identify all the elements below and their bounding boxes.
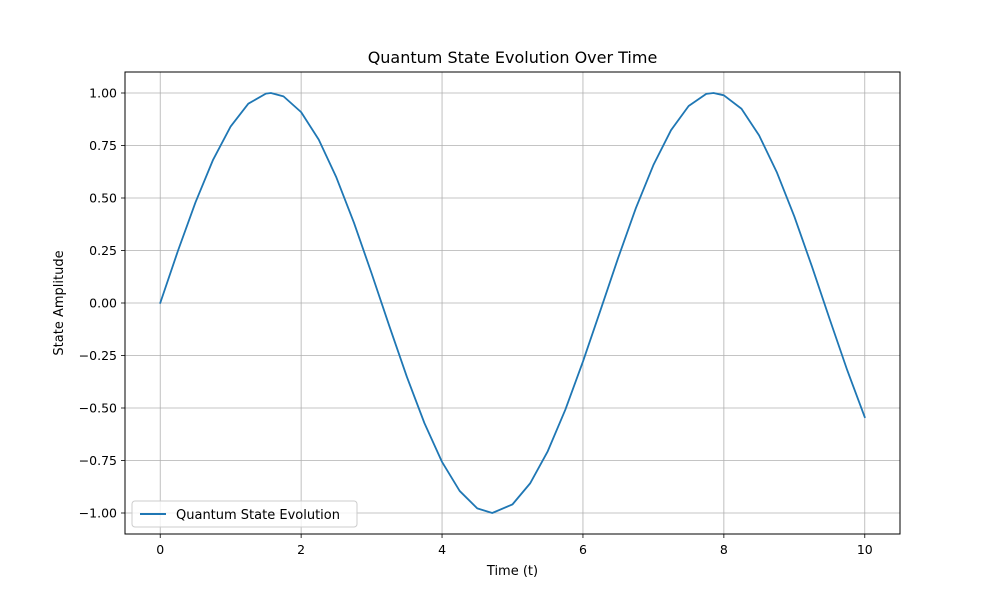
series-line — [159, 92, 866, 514]
legend-box — [131, 500, 358, 528]
x-axis-label: Time (t) — [486, 564, 538, 579]
y-tick-label: 1.00 — [89, 86, 117, 101]
x-tick-label: 8 — [720, 542, 728, 557]
x-tick-label: 0 — [156, 542, 164, 557]
y-tick-label: −0.25 — [79, 348, 117, 363]
y-tick-label: −0.50 — [79, 401, 117, 416]
x-tick-label: 4 — [438, 542, 446, 557]
x-tick-label: 6 — [579, 542, 587, 557]
y-tick-label: 0.50 — [89, 191, 117, 206]
series-layer — [159, 92, 866, 514]
y-tick-label: 0.00 — [89, 296, 117, 311]
y-tick-label: 0.75 — [89, 138, 117, 153]
y-tick-label: 0.25 — [89, 243, 117, 258]
y-tick-label: −1.00 — [79, 506, 117, 521]
x-tick-label: 2 — [297, 542, 305, 557]
chart-title: Quantum State Evolution Over Time — [368, 48, 658, 67]
y-tick-label: −0.75 — [79, 453, 117, 468]
tick-layer: 0 2 4 6 8 10 1.00 0.75 0.50 0.25 0.00 −0.25 −0.50 −0.… — [79, 86, 873, 558]
legend: Quantum State Evolution — [131, 500, 358, 528]
x-tick-label: 10 — [857, 542, 873, 557]
y-axis-label: State Amplitude — [52, 250, 67, 355]
legend-label: Quantum State Evolution — [176, 508, 340, 523]
grid-layer — [125, 72, 900, 534]
